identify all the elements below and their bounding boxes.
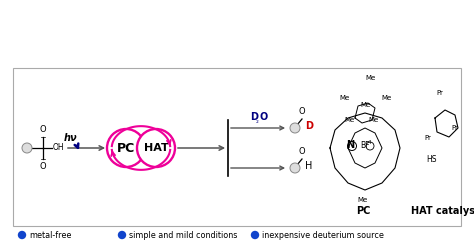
Circle shape [252,231,258,239]
Text: O: O [260,112,268,122]
Text: Me: Me [340,95,350,101]
Text: O: O [299,147,305,156]
Text: OH: OH [53,144,64,153]
Circle shape [118,231,126,239]
Text: Me: Me [361,102,371,108]
Circle shape [107,129,145,167]
Text: Pr: Pr [452,125,458,131]
Text: HS: HS [427,155,437,164]
Text: Me: Me [369,117,379,123]
Circle shape [18,231,26,239]
Text: Me: Me [345,117,355,123]
Text: simple and mild conditions: simple and mild conditions [129,230,237,240]
Bar [13,68,461,226]
Text: D: D [305,121,313,131]
Text: O: O [40,125,46,134]
Text: Pr: Pr [437,90,444,96]
Text: Me: Me [382,95,392,101]
Text: ₂: ₂ [256,118,259,124]
Text: Me: Me [366,75,376,81]
Circle shape [290,123,300,133]
Text: Pr: Pr [425,135,431,141]
Text: hν: hν [64,133,78,143]
Circle shape [137,129,175,167]
Text: HAT catalyst: HAT catalyst [410,206,474,216]
Text: HAT: HAT [144,143,168,153]
Text: PC: PC [356,206,370,216]
Text: metal-free: metal-free [29,230,72,240]
Text: PC: PC [117,142,135,155]
Text: Me: Me [358,197,368,203]
Circle shape [22,143,32,153]
Text: 4: 4 [367,141,371,146]
Text: H: H [305,161,312,171]
Text: inexpensive deuterium source: inexpensive deuterium source [262,230,384,240]
Text: D: D [250,112,258,122]
Text: O: O [299,107,305,116]
Circle shape [290,163,300,173]
Text: N: N [346,140,354,150]
Text: O: O [40,162,46,171]
Text: BF: BF [360,142,370,151]
